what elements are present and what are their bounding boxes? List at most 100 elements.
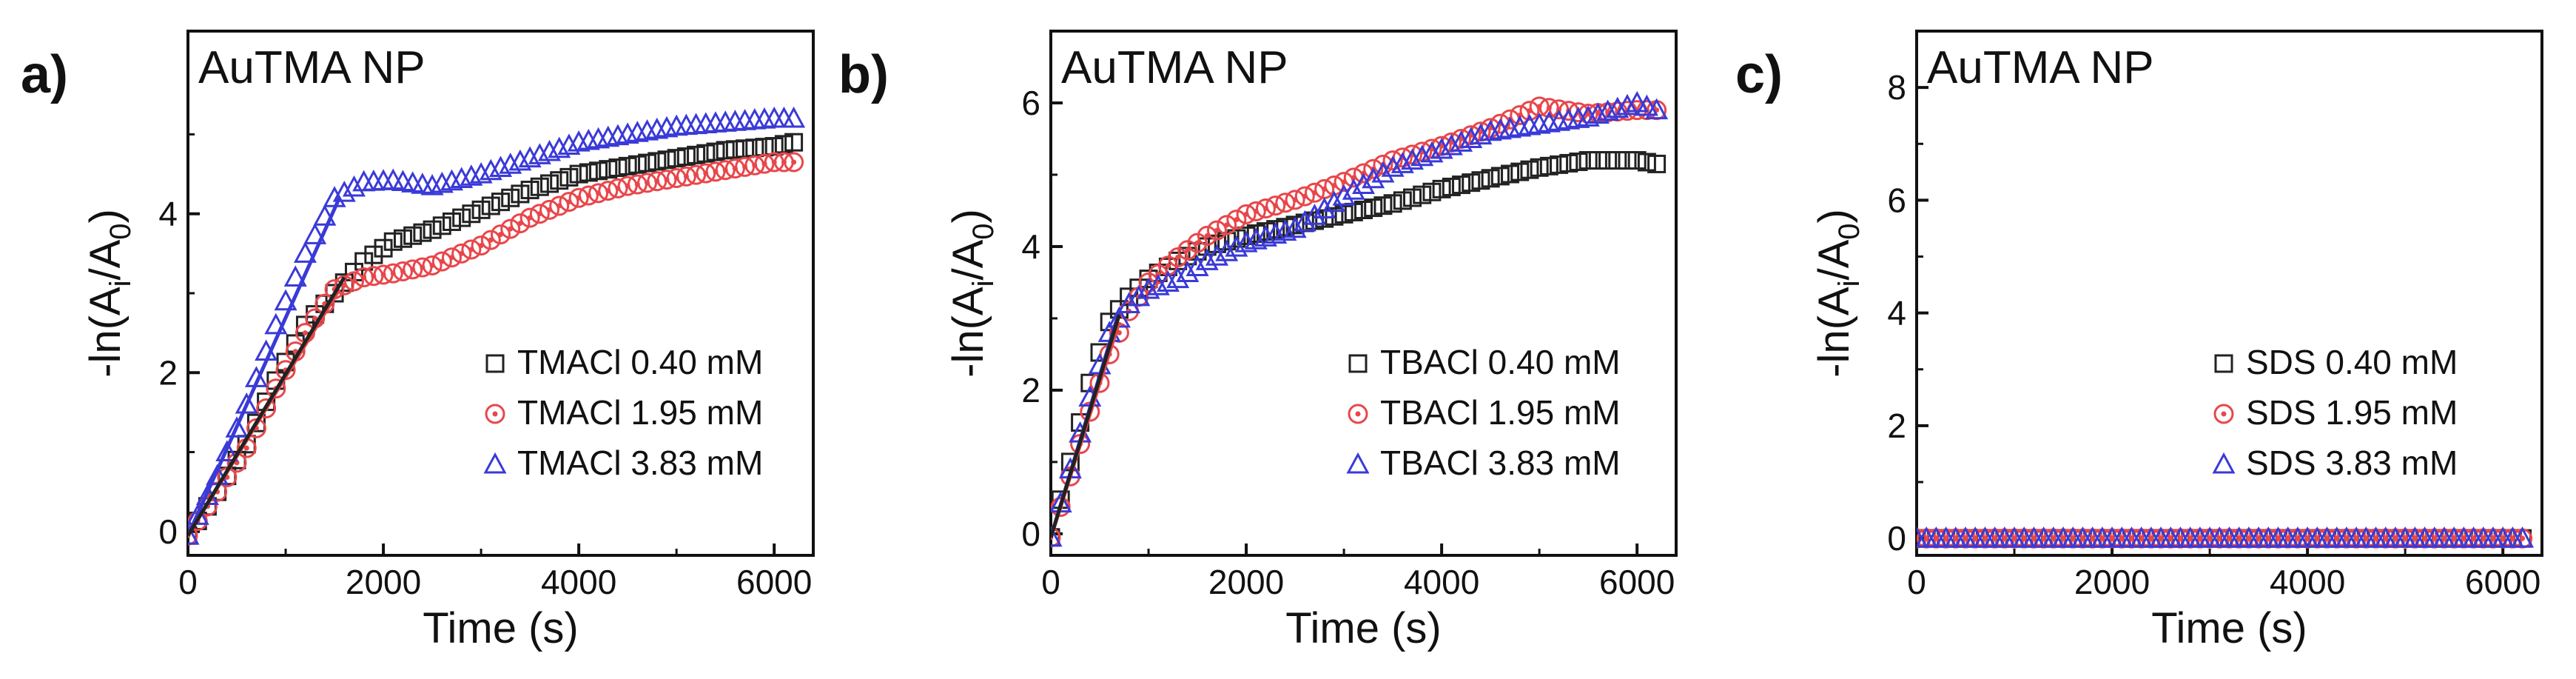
data-point xyxy=(1283,216,1307,238)
data-point xyxy=(501,188,520,207)
y-tick-label: 8 xyxy=(1887,68,1906,107)
data-point xyxy=(1195,249,1219,270)
legend-entry: SDS 3.83 mM xyxy=(2212,444,2458,482)
data-point xyxy=(1176,261,1200,283)
x-tick-label: 0 xyxy=(1041,563,1060,601)
data-point xyxy=(764,137,784,156)
data-point xyxy=(1051,525,1063,547)
legend-marker xyxy=(485,404,505,424)
legend-label: SDS 3.83 mM xyxy=(2246,444,2458,482)
data-point xyxy=(2511,526,2535,548)
data-point xyxy=(1304,182,1325,203)
legend-marker xyxy=(1346,452,1370,474)
y-tick-label: 2 xyxy=(1887,407,1906,445)
data-point xyxy=(508,149,532,171)
data-point xyxy=(374,238,393,258)
data-point xyxy=(1588,151,1607,170)
data-point xyxy=(1410,144,1434,167)
legend-entry: TMACl 0.40 mM xyxy=(485,343,763,381)
x-axis-title: Time (s) xyxy=(423,604,578,652)
series-1 xyxy=(188,133,804,545)
y-axis-title: -ln(Ai/A0) xyxy=(1810,209,1866,378)
data-point xyxy=(452,208,471,227)
data-point xyxy=(1332,184,1356,206)
data-point xyxy=(462,204,481,224)
data-point xyxy=(1471,171,1490,190)
data-point xyxy=(1550,155,1569,174)
data-point xyxy=(362,169,386,191)
panel-label: a) xyxy=(21,45,68,104)
data-point xyxy=(657,150,676,170)
legend-label: SDS 1.95 mM xyxy=(2246,393,2458,432)
data-point xyxy=(667,149,686,168)
legend-marker xyxy=(2212,452,2236,474)
x-tick-label: 6000 xyxy=(2465,563,2540,601)
data-point xyxy=(548,136,571,158)
data-point xyxy=(1637,153,1656,172)
data-point xyxy=(557,133,581,155)
data-point xyxy=(1400,148,1425,170)
data-point xyxy=(579,163,598,182)
data-point xyxy=(1117,292,1141,314)
data-point xyxy=(1596,99,1620,121)
data-point xyxy=(1645,98,1669,120)
data-point xyxy=(364,245,383,264)
legend-marker xyxy=(485,354,505,373)
data-point xyxy=(1432,179,1451,198)
legend-entry: TBACl 0.40 mM xyxy=(1348,343,1621,381)
data-point xyxy=(1530,158,1549,177)
data-point xyxy=(413,223,432,242)
x-tick-label: 2000 xyxy=(1208,563,1284,601)
legend-entry: SDS 1.95 mM xyxy=(2213,393,2458,432)
data-point xyxy=(432,216,451,235)
data-point xyxy=(589,161,608,181)
data-point xyxy=(1166,267,1190,289)
data-point xyxy=(676,147,696,166)
data-point xyxy=(1264,222,1288,244)
data-point xyxy=(599,160,618,179)
data-point xyxy=(638,153,657,173)
data-point xyxy=(537,139,562,161)
panel-label: c) xyxy=(1735,45,1783,104)
data-point xyxy=(1578,151,1598,170)
data-point xyxy=(1586,102,1610,124)
data-point xyxy=(1403,188,1422,207)
data-point xyxy=(559,167,579,187)
data-point xyxy=(1615,93,1639,116)
legend-label: SDS 0.40 mM xyxy=(2246,343,2458,381)
legend-entry: TBACl 1.95 mM xyxy=(1348,393,1621,432)
data-point xyxy=(1510,162,1530,181)
data-point xyxy=(687,145,706,164)
data-point xyxy=(1186,255,1209,276)
data-point xyxy=(1606,96,1630,118)
x-tick-label: 2000 xyxy=(346,563,421,601)
data-point xyxy=(569,164,588,184)
data-point xyxy=(1469,123,1493,145)
data-point xyxy=(1393,191,1412,210)
data-layer xyxy=(1917,526,2535,549)
data-point xyxy=(1625,90,1649,113)
data-point xyxy=(1362,167,1385,189)
data-point xyxy=(215,440,239,462)
data-point xyxy=(540,174,559,193)
data-point xyxy=(1569,153,1588,172)
data-point xyxy=(772,106,796,128)
legend-entry: TBACl 3.83 mM xyxy=(1346,444,1621,482)
data-point xyxy=(736,139,755,158)
data-point xyxy=(371,169,395,190)
data-point xyxy=(1205,244,1228,266)
data-point xyxy=(1420,141,1444,163)
x-tick-label: 4000 xyxy=(1404,563,1479,601)
legend: TBACl 0.40 mM TBACl 1.95 mM TBACl 3.83 mM xyxy=(1346,343,1621,482)
data-point xyxy=(1215,240,1239,261)
legend-label: TMACl 1.95 mM xyxy=(517,393,763,432)
x-tick-label: 6000 xyxy=(736,563,812,601)
data-point xyxy=(608,158,628,178)
y-tick-label: 0 xyxy=(1021,515,1040,553)
y-tick-label: 4 xyxy=(158,195,178,233)
data-point xyxy=(1635,94,1658,116)
legend-marker xyxy=(1348,404,1368,424)
data-point xyxy=(1618,151,1637,170)
data-point xyxy=(283,265,307,287)
